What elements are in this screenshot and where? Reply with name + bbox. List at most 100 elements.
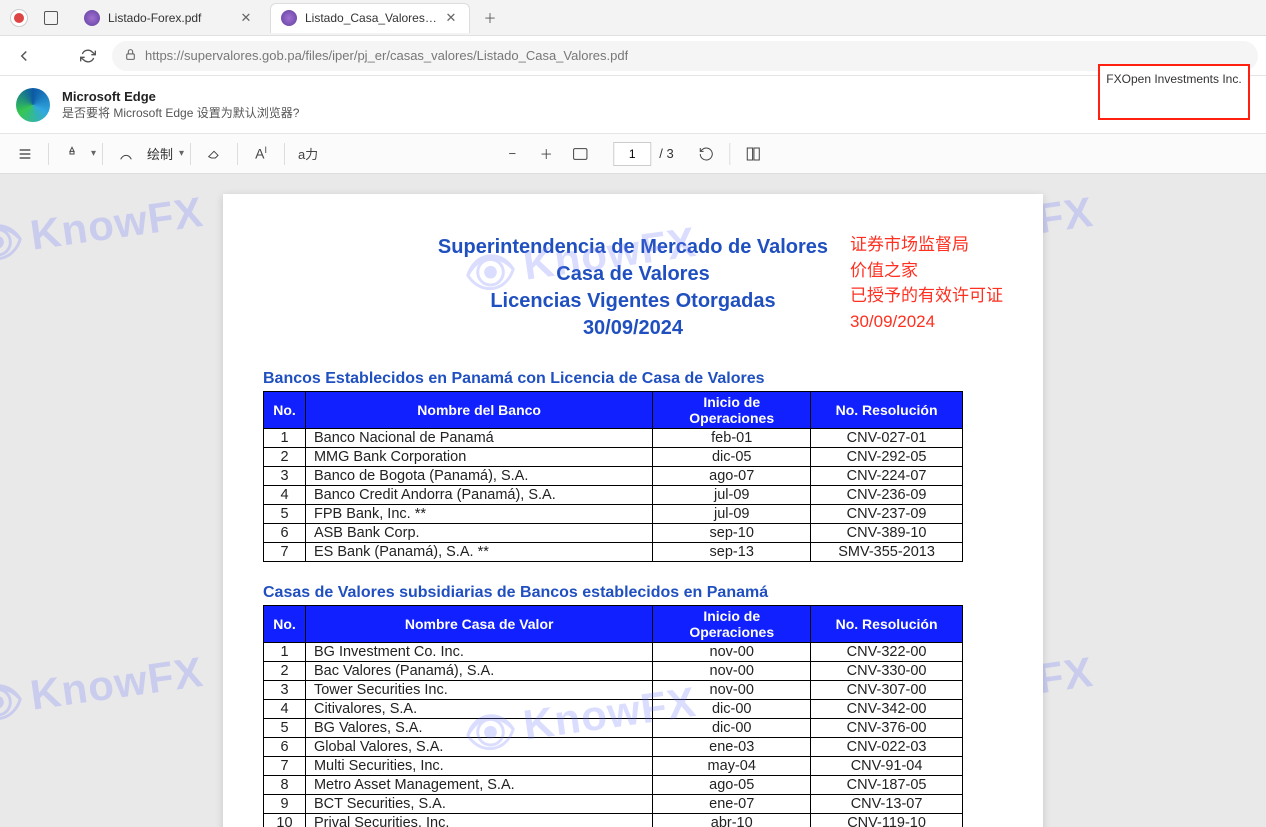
cell-inicio: nov-00 [653,662,811,681]
cell-name: ASB Bank Corp. [305,524,652,543]
cell-inicio: ene-07 [653,795,811,814]
cell-res: CNV-292-05 [811,448,963,467]
zoom-out-button[interactable]: − [497,139,527,169]
contents-icon[interactable] [10,139,40,169]
table-casas: No. Nombre Casa de Valor Inicio de Opera… [263,605,963,827]
close-icon[interactable]: ✕ [238,10,254,26]
cell-no: 5 [264,719,306,738]
table-row: 2MMG Bank Corporationdic-05CNV-292-05 [264,448,963,467]
th-name: Nombre Casa de Valor [305,606,652,643]
fit-page-icon[interactable] [565,139,595,169]
cell-inicio: dic-00 [653,700,811,719]
erase-tool-icon[interactable] [199,139,229,169]
page-number-input[interactable] [613,142,651,166]
cell-inicio: dic-00 [653,719,811,738]
table-row: 6ASB Bank Corp.sep-10CNV-389-10 [264,524,963,543]
cell-name: Banco Credit Andorra (Panamá), S.A. [305,486,652,505]
new-tab-button[interactable]: ＋ [476,4,504,32]
cell-res: CNV-119-10 [811,814,963,827]
cell-no: 8 [264,776,306,795]
cell-inicio: feb-01 [653,429,811,448]
tab-inactive[interactable]: Listado-Forex.pdf ✕ [74,3,264,33]
cell-inicio: abr-10 [653,814,811,827]
banner-title: Microsoft Edge [62,89,299,104]
highlight-tool-icon[interactable] [57,139,87,169]
chevron-down-icon[interactable]: ▾ [179,148,184,159]
table-row: 1BG Investment Co. Inc.nov-00CNV-322-00 [264,643,963,662]
table-row: 3Tower Securities Inc.nov-00CNV-307-00 [264,681,963,700]
cell-res: CNV-022-03 [811,738,963,757]
cell-inicio: ene-03 [653,738,811,757]
cell-name: ES Bank (Panamá), S.A. ** [305,543,652,562]
cell-res: CNV-236-09 [811,486,963,505]
cell-name: Banco Nacional de Panamá [305,429,652,448]
table-row: 3Banco de Bogota (Panamá), S.A.ago-07CNV… [264,467,963,486]
chevron-down-icon[interactable]: ▾ [91,148,96,159]
text-tool-icon[interactable]: AI [246,139,276,169]
cell-inicio: jul-09 [653,505,811,524]
cell-name: FPB Bank, Inc. ** [305,505,652,524]
table-row: 4Citivalores, S.A.dic-00CNV-342-00 [264,700,963,719]
zoom-in-button[interactable]: ＋ [531,139,561,169]
read-aloud-icon[interactable]: a力 [293,139,323,169]
cell-res: CNV-224-07 [811,467,963,486]
cell-res: CNV-91-04 [811,757,963,776]
profile-icon[interactable] [10,9,28,27]
cell-name: Metro Asset Management, S.A. [305,776,652,795]
cell-no: 6 [264,524,306,543]
cell-name: BCT Securities, S.A. [305,795,652,814]
draw-tool-icon[interactable] [111,139,141,169]
section1-title: Bancos Establecidos en Panamá con Licenc… [263,370,1013,388]
cell-no: 4 [264,486,306,505]
url-box[interactable]: https://supervalores.gob.pa/files/iper/p… [112,41,1258,71]
th-res: No. Resolución [811,392,963,429]
cell-name: Global Valores, S.A. [305,738,652,757]
cell-no: 7 [264,757,306,776]
cell-res: CNV-389-10 [811,524,963,543]
table-row: 2Bac Valores (Panamá), S.A.nov-00CNV-330… [264,662,963,681]
cell-res: SMV-355-2013 [811,543,963,562]
cell-no: 3 [264,681,306,700]
th-inicio: Inicio de Operaciones [653,392,811,429]
address-bar: https://supervalores.gob.pa/files/iper/p… [0,36,1266,76]
cell-inicio: nov-00 [653,681,811,700]
workspaces-icon[interactable] [44,11,58,25]
close-icon[interactable]: ✕ [443,10,459,26]
back-button[interactable] [8,40,40,72]
table-row: 9BCT Securities, S.A.ene-07CNV-13-07 [264,795,963,814]
cell-name: Prival Securities, Inc. [305,814,652,827]
th-no: No. [264,606,306,643]
cell-no: 1 [264,643,306,662]
tab-active[interactable]: Listado_Casa_Valores.pdf ✕ [270,3,470,33]
th-inicio: Inicio de Operaciones [653,606,811,643]
table-row: 10Prival Securities, Inc.abr-10CNV-119-1… [264,814,963,827]
cell-inicio: sep-13 [653,543,811,562]
table-row: 7Multi Securities, Inc.may-04CNV-91-04 [264,757,963,776]
url-text: https://supervalores.gob.pa/files/iper/p… [145,48,628,63]
cell-res: CNV-376-00 [811,719,963,738]
rotate-icon[interactable] [692,139,722,169]
cell-res: CNV-322-00 [811,643,963,662]
cell-inicio: ago-05 [653,776,811,795]
title-bar: Listado-Forex.pdf ✕ Listado_Casa_Valores… [0,0,1266,36]
cell-no: 5 [264,505,306,524]
cell-inicio: dic-05 [653,448,811,467]
refresh-button[interactable] [72,40,104,72]
table-row: 5FPB Bank, Inc. **jul-09CNV-237-09 [264,505,963,524]
cell-no: 4 [264,700,306,719]
cell-no: 7 [264,543,306,562]
table-row: 4Banco Credit Andorra (Panamá), S.A.jul-… [264,486,963,505]
th-res: No. Resolución [811,606,963,643]
pdf-favicon-icon [84,10,100,26]
cell-name: Banco de Bogota (Panamá), S.A. [305,467,652,486]
cell-no: 2 [264,662,306,681]
page-view-icon[interactable] [739,139,769,169]
cell-no: 2 [264,448,306,467]
pdf-viewport[interactable]: 👁KnowFX 👁KnowFX 👁KnowFX 👁KnowFX 👁KnowFX … [0,174,1266,827]
edge-logo-icon [16,88,50,122]
watermark: 👁KnowFX [0,648,207,732]
search-highlight-box: FXOpen Investments Inc. [1098,64,1250,120]
cell-res: CNV-330-00 [811,662,963,681]
th-no: No. [264,392,306,429]
draw-label[interactable]: 绘制 [147,144,173,163]
